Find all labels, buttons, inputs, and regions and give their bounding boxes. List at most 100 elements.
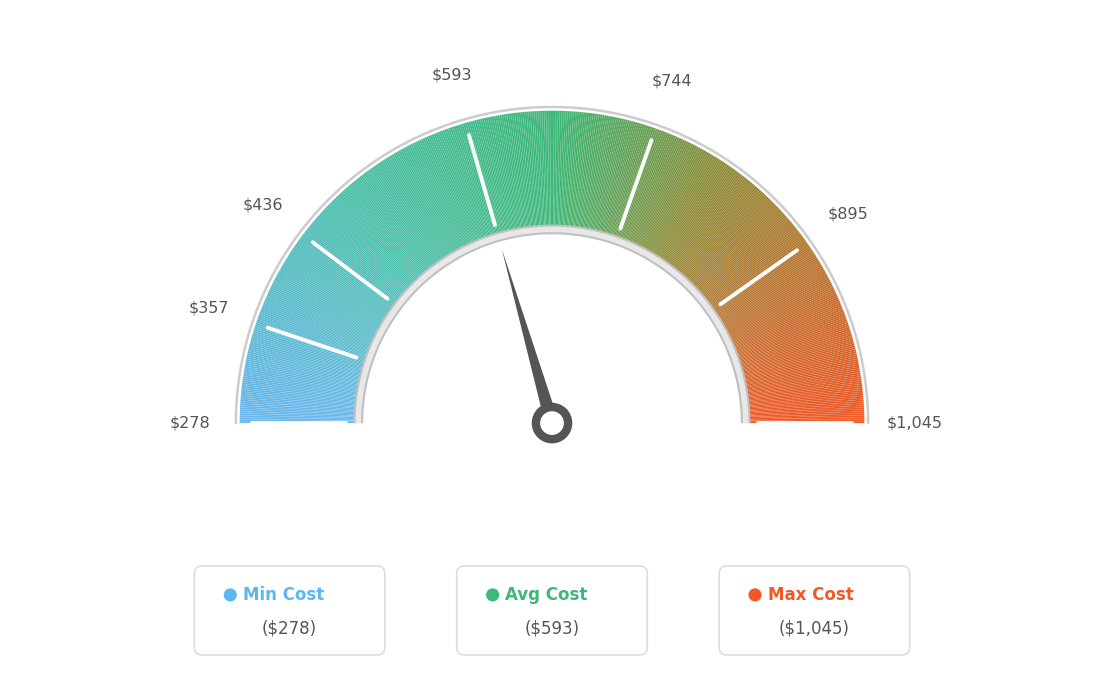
Wedge shape	[652, 156, 716, 258]
Circle shape	[224, 589, 237, 602]
Wedge shape	[617, 129, 660, 242]
Wedge shape	[259, 312, 371, 355]
Wedge shape	[509, 113, 527, 231]
Wedge shape	[743, 376, 861, 395]
Wedge shape	[264, 301, 374, 348]
Wedge shape	[438, 131, 482, 243]
Wedge shape	[693, 209, 781, 291]
Wedge shape	[522, 112, 535, 230]
Wedge shape	[267, 292, 376, 343]
Wedge shape	[529, 112, 539, 230]
Wedge shape	[659, 163, 726, 262]
Wedge shape	[282, 266, 384, 326]
Wedge shape	[314, 219, 405, 298]
Wedge shape	[688, 201, 773, 286]
Wedge shape	[594, 118, 622, 235]
Wedge shape	[691, 206, 778, 290]
Wedge shape	[638, 143, 692, 250]
Wedge shape	[294, 246, 393, 314]
Wedge shape	[735, 321, 848, 361]
Wedge shape	[320, 212, 410, 293]
Wedge shape	[577, 113, 595, 231]
Wedge shape	[720, 266, 822, 326]
Wedge shape	[503, 115, 523, 232]
Wedge shape	[493, 116, 517, 233]
Wedge shape	[671, 177, 746, 272]
Wedge shape	[478, 119, 508, 235]
Wedge shape	[381, 160, 447, 261]
Wedge shape	[396, 151, 457, 255]
Wedge shape	[507, 114, 526, 231]
Wedge shape	[660, 164, 728, 263]
Wedge shape	[694, 212, 784, 293]
Wedge shape	[708, 236, 804, 308]
Wedge shape	[359, 176, 433, 270]
Wedge shape	[736, 328, 850, 366]
Wedge shape	[745, 407, 864, 415]
Wedge shape	[730, 297, 839, 346]
Wedge shape	[745, 406, 864, 413]
Wedge shape	[744, 380, 861, 397]
Wedge shape	[461, 124, 497, 238]
Wedge shape	[242, 382, 360, 399]
Wedge shape	[530, 111, 540, 230]
Wedge shape	[657, 160, 723, 261]
Wedge shape	[321, 210, 410, 293]
Wedge shape	[647, 151, 708, 255]
Wedge shape	[388, 156, 452, 258]
Wedge shape	[267, 294, 375, 344]
Wedge shape	[744, 390, 863, 404]
Wedge shape	[676, 182, 753, 275]
Wedge shape	[675, 181, 751, 274]
Wedge shape	[286, 257, 388, 322]
Wedge shape	[692, 208, 779, 290]
Wedge shape	[559, 111, 564, 230]
Wedge shape	[629, 137, 678, 246]
Wedge shape	[242, 386, 360, 402]
Wedge shape	[712, 248, 811, 315]
Wedge shape	[240, 421, 359, 423]
Wedge shape	[332, 199, 417, 285]
Wedge shape	[733, 310, 843, 354]
Wedge shape	[258, 313, 371, 356]
Wedge shape	[728, 292, 837, 343]
Wedge shape	[328, 204, 414, 288]
Wedge shape	[696, 214, 785, 294]
Wedge shape	[261, 310, 371, 354]
Text: ($1,045): ($1,045)	[779, 620, 850, 638]
Wedge shape	[521, 112, 533, 230]
Wedge shape	[242, 388, 360, 402]
Wedge shape	[423, 138, 473, 247]
Wedge shape	[296, 243, 394, 313]
Wedge shape	[733, 313, 846, 356]
Wedge shape	[742, 364, 859, 388]
Wedge shape	[635, 141, 687, 248]
FancyBboxPatch shape	[457, 566, 647, 655]
Wedge shape	[359, 229, 745, 423]
Wedge shape	[437, 132, 481, 243]
Wedge shape	[370, 168, 440, 266]
Wedge shape	[563, 111, 572, 230]
Wedge shape	[283, 264, 385, 326]
Wedge shape	[740, 346, 854, 376]
Wedge shape	[412, 143, 466, 250]
Wedge shape	[434, 133, 479, 244]
Wedge shape	[742, 363, 859, 387]
Wedge shape	[569, 112, 582, 230]
Wedge shape	[590, 117, 615, 233]
Wedge shape	[698, 217, 787, 296]
Wedge shape	[624, 132, 669, 244]
Wedge shape	[245, 361, 362, 386]
Wedge shape	[658, 161, 724, 262]
Wedge shape	[337, 195, 420, 283]
Wedge shape	[687, 199, 772, 285]
Wedge shape	[406, 146, 463, 252]
Wedge shape	[246, 359, 362, 384]
Wedge shape	[391, 155, 454, 257]
Wedge shape	[670, 175, 743, 270]
Wedge shape	[740, 349, 856, 379]
Wedge shape	[661, 165, 730, 264]
Wedge shape	[491, 116, 516, 233]
Wedge shape	[440, 130, 485, 242]
Wedge shape	[457, 125, 495, 239]
